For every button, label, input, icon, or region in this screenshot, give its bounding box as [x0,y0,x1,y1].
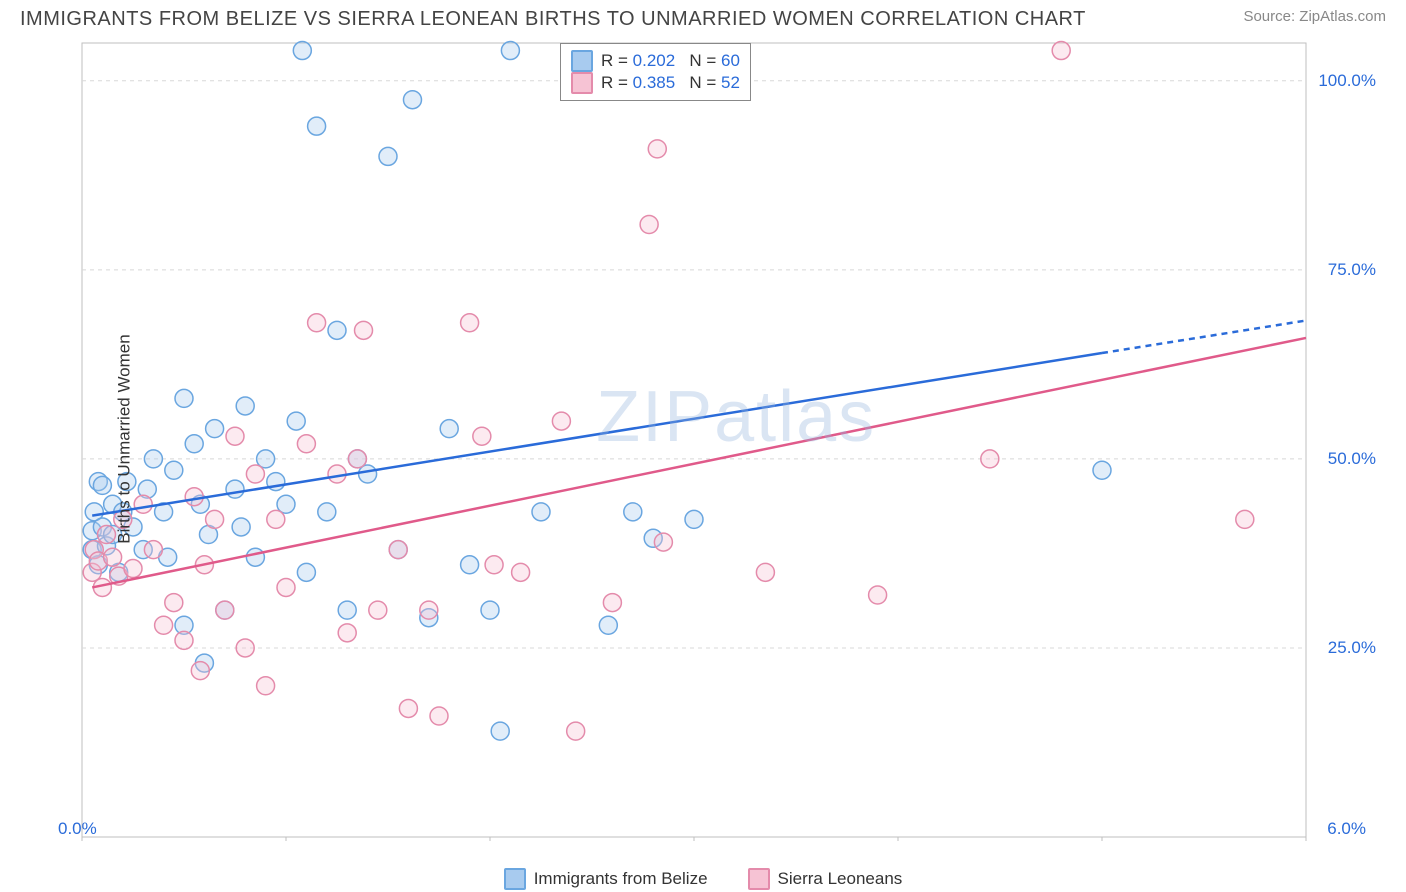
legend-item: Immigrants from Belize [504,868,708,890]
stats-legend-row: R = 0.202 N = 60 [571,50,740,72]
x-axis-max-label: 6.0% [1327,819,1366,839]
chart-title: IMMIGRANTS FROM BELIZE VS SIERRA LEONEAN… [20,8,1086,31]
legend-swatch [748,868,770,890]
y-tick-label: 50.0% [1328,449,1376,469]
legend-item: Sierra Leoneans [748,868,903,890]
legend-swatch [504,868,526,890]
legend-swatch [571,50,593,72]
chart-container: Births to Unmarried Women ZIPatlas R = 0… [22,37,1384,841]
stats-legend-row: R = 0.385 N = 52 [571,72,740,94]
y-tick-label: 100.0% [1318,71,1376,91]
stats-text: R = 0.385 N = 52 [601,73,740,93]
source-credit: Source: ZipAtlas.com [1243,8,1386,25]
legend-label: Immigrants from Belize [534,869,708,889]
y-tick-label: 25.0% [1328,638,1376,658]
y-axis-title: Births to Unmarried Women [115,334,134,543]
legend-swatch [571,72,593,94]
stats-legend: R = 0.202 N = 60R = 0.385 N = 52 [560,43,751,101]
series-legend: Immigrants from Belize Sierra Leoneans [0,868,1406,890]
scatter-chart [22,37,1384,841]
y-tick-label: 75.0% [1328,260,1376,280]
stats-text: R = 0.202 N = 60 [601,51,740,71]
legend-label: Sierra Leoneans [778,869,903,889]
x-axis-min-label: 0.0% [58,819,97,839]
